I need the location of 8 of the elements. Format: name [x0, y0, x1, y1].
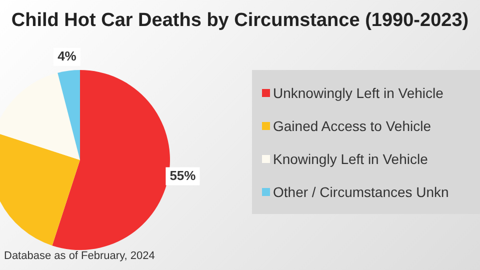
data-label: 55%: [170, 168, 196, 183]
legend-label: Gained Access to Vehicle: [273, 118, 431, 134]
legend-label: Unknowingly Left in Vehicle: [273, 84, 444, 100]
legend-label: Knowingly Left in Vehicle: [273, 150, 428, 166]
data-label: 4%: [58, 48, 77, 64]
chart-title: Child Hot Car Deaths by Circumstance (1990-2023): [10, 10, 470, 32]
text: Database as of February, 2024: [4, 250, 155, 262]
legend-label: Other / Circumstances Unkn: [273, 184, 449, 200]
